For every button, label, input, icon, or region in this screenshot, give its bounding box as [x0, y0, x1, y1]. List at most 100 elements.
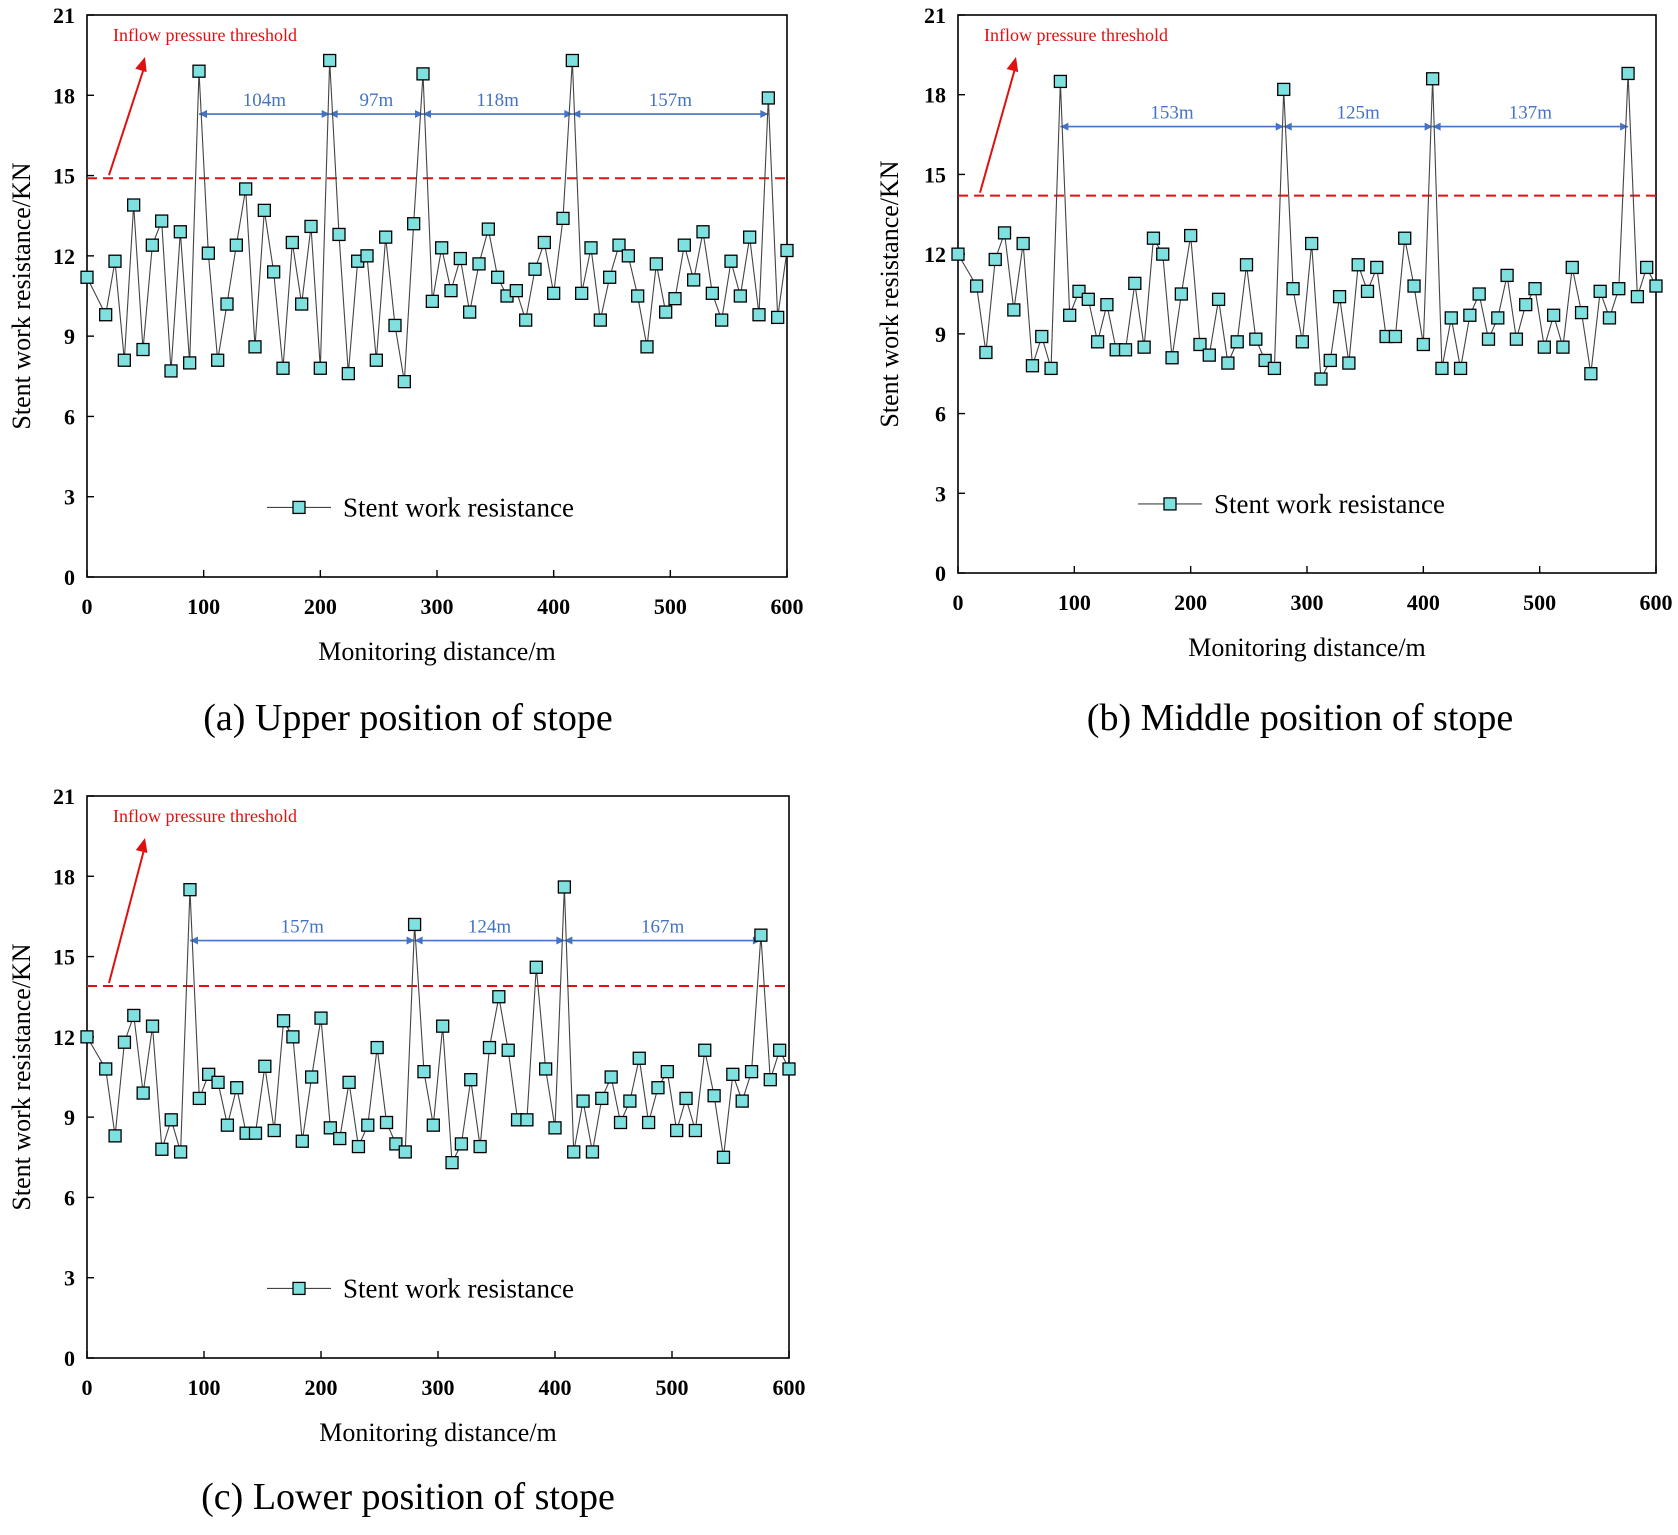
data-point: [464, 1073, 478, 1087]
x-tick-label: 0: [82, 594, 93, 619]
data-point: [201, 246, 215, 260]
data-point: [623, 1094, 637, 1108]
data-point: [716, 1150, 731, 1164]
threshold-arrow-head: [135, 838, 148, 854]
data-point: [332, 227, 346, 242]
data-point: [565, 53, 579, 68]
data-point: [520, 1113, 534, 1127]
panel-caption: (c) Lower position of stope: [201, 1476, 615, 1518]
chart-panel-b: 0 3 6 9 12 15 18 21 0 100 200 300 400 500 600 Monitorin…: [875, 3, 1673, 739]
data-point: [323, 53, 337, 68]
data-point: [726, 1067, 740, 1081]
data-point: [752, 308, 766, 322]
data-point: [519, 313, 533, 327]
data-point: [1044, 361, 1058, 376]
data-point: [286, 1030, 300, 1044]
legend-label: Stent work resistance: [343, 492, 574, 522]
data-point: [388, 318, 402, 333]
data-point: [593, 313, 607, 327]
y-tick-label: 3: [64, 485, 75, 510]
data-point: [641, 1115, 656, 1130]
data-point: [585, 1145, 600, 1159]
data-point: [407, 917, 422, 932]
data-point: [416, 67, 430, 81]
x-tick-label: 500: [1523, 590, 1556, 615]
y-tick-label: 9: [64, 1105, 75, 1130]
threshold-arrow-shaft: [108, 64, 146, 176]
data-point: [969, 279, 984, 293]
data-point: [567, 1145, 581, 1159]
data-point: [1277, 82, 1291, 97]
interval-label: 167m: [641, 917, 685, 938]
data-point: [1081, 292, 1095, 306]
data-point: [1221, 356, 1235, 370]
data-point: [491, 270, 505, 284]
data-point: [668, 292, 682, 306]
interval-arrow-head: [1283, 122, 1292, 131]
y-tick-label: 3: [935, 481, 946, 506]
data-point: [314, 1011, 328, 1025]
data-point: [145, 1019, 160, 1033]
data-point: [1342, 356, 1356, 370]
data-point: [333, 1131, 347, 1146]
data-point: [258, 1059, 272, 1073]
y-tick-label: 21: [53, 784, 75, 809]
data-point: [1398, 231, 1412, 245]
data-point: [1314, 372, 1328, 386]
x-tick-label: 500: [654, 594, 687, 619]
y-tick-label: 3: [64, 1266, 75, 1291]
y-axis-title: Stent work resistance/KN: [7, 943, 36, 1210]
data-point: [1537, 340, 1551, 354]
data-point: [267, 265, 281, 279]
data-point: [425, 294, 439, 309]
threshold-label: Inflow pressure threshold: [113, 25, 297, 45]
x-tick-label: 500: [656, 1375, 689, 1400]
data-point: [556, 211, 570, 226]
x-axis-title: Monitoring distance/m: [1188, 633, 1426, 662]
data-point: [557, 880, 572, 894]
interval-label: 104m: [243, 90, 287, 111]
interval-arrow-head: [1424, 122, 1433, 131]
data-point: [1286, 282, 1300, 296]
data-point: [239, 182, 253, 196]
data-point: [1640, 260, 1654, 275]
data-point: [1090, 335, 1105, 349]
data-point: [1016, 236, 1030, 251]
data-point: [1491, 311, 1505, 325]
data-point: [1174, 287, 1189, 301]
data-point: [1202, 348, 1216, 362]
data-point: [754, 928, 768, 942]
interval-arrow-head: [760, 110, 769, 119]
data-point: [1612, 282, 1626, 296]
data-point: [155, 1142, 169, 1156]
data-point: [548, 1121, 562, 1135]
data-point: [696, 225, 710, 239]
data-point: [1453, 361, 1468, 376]
data-point: [80, 270, 94, 284]
data-point: [501, 1043, 515, 1057]
data-point: [360, 249, 374, 263]
y-tick-label: 6: [64, 1185, 75, 1210]
data-point: [295, 297, 309, 311]
data-point: [276, 1014, 291, 1028]
y-tick-label: 12: [924, 242, 946, 267]
x-tick-label: 400: [539, 1375, 572, 1400]
data-point: [192, 64, 206, 78]
legend-marker: [292, 500, 306, 515]
data-point: [1370, 260, 1384, 275]
y-tick-label: 15: [53, 164, 75, 189]
threshold-label: Inflow pressure threshold: [984, 25, 1168, 45]
data-point: [1146, 231, 1161, 245]
data-point: [323, 1121, 338, 1135]
threshold-arrow-head: [1006, 57, 1019, 73]
data-point: [136, 1086, 150, 1100]
interval-arrow-head: [414, 936, 423, 945]
data-point: [1267, 361, 1282, 376]
data-point: [538, 1062, 553, 1076]
data-point: [603, 270, 617, 284]
data-point: [155, 214, 169, 228]
data-point: [631, 289, 645, 303]
data-point: [1053, 74, 1068, 89]
data-point: [211, 1075, 225, 1090]
